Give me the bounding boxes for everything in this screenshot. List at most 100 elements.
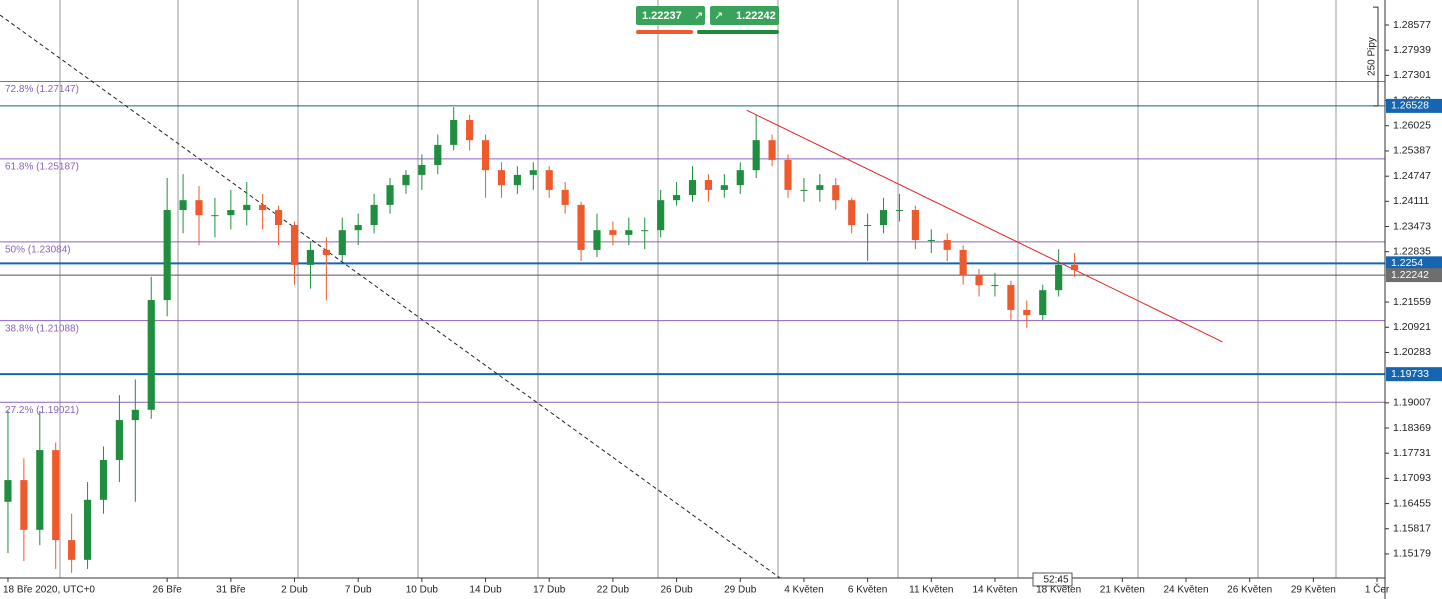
buy-price: 1.22242 xyxy=(736,10,776,22)
candle-body xyxy=(911,210,919,241)
trade-panel[interactable]: 1.22237 ↗ ↗ 1.22242 xyxy=(636,6,779,34)
x-tick-label: 7 Dub xyxy=(345,585,372,596)
x-tick-label: 18 Bře 2020, UTC+0 xyxy=(3,585,95,596)
price-label: 1.22242 xyxy=(1391,269,1429,281)
plot: 72.8% (1.27147) 61.8% (1.25187) 50% (1.230… xyxy=(0,14,1385,579)
candle-body xyxy=(672,195,681,201)
x-tick-label: 24 Květen xyxy=(1163,585,1208,596)
x-tick-label: 29 Květen xyxy=(1291,585,1336,596)
x-tick-label: 26 Bře xyxy=(152,585,182,596)
candle-body xyxy=(1055,264,1063,291)
price-label-box xyxy=(1386,256,1442,271)
candle-body xyxy=(720,185,728,190)
y-tick-label: 1.17731 xyxy=(1393,447,1431,459)
candle-body xyxy=(1007,285,1015,310)
y-tick-label: 1.20283 xyxy=(1393,346,1431,358)
candle-body xyxy=(36,450,44,530)
y-tick-label: 1.26025 xyxy=(1393,120,1431,132)
candle-body xyxy=(99,459,108,500)
y-tick-label: 1.24111 xyxy=(1393,195,1430,207)
x-tick-label: 29 Dub xyxy=(724,585,757,596)
candle-body xyxy=(864,225,872,227)
candle-body xyxy=(545,170,553,190)
candle-body xyxy=(434,144,442,166)
candle-body xyxy=(290,225,299,265)
candle-body xyxy=(243,204,251,211)
x-tick-label: 2 Dub xyxy=(281,585,308,596)
price-label: 1.19733 xyxy=(1391,368,1429,380)
candle-body xyxy=(704,180,713,190)
candle-body xyxy=(1070,264,1079,271)
x-tick-label: 31 Bře xyxy=(216,585,246,596)
candle-body xyxy=(195,200,203,216)
candle-body xyxy=(561,189,569,205)
y-tick-label: 1.18369 xyxy=(1393,422,1431,434)
candle-body xyxy=(52,450,60,541)
candle-body xyxy=(179,200,187,211)
x-tick-label: 21 Květen xyxy=(1100,585,1145,596)
candle-body xyxy=(259,204,267,211)
vertical-grid xyxy=(59,0,1337,578)
candle-body xyxy=(943,240,951,250)
candle-body xyxy=(211,215,219,217)
candle-body xyxy=(306,249,315,265)
x-tick-label: 6 Květen xyxy=(848,585,887,596)
candle-body xyxy=(609,230,617,235)
candle-body xyxy=(991,285,999,287)
y-tick-label: 1.17093 xyxy=(1393,472,1431,484)
y-tick-label: 1.24747 xyxy=(1393,170,1431,182)
candle-body xyxy=(513,174,521,186)
candle-body xyxy=(784,159,792,190)
buy-arrow: ↗ xyxy=(714,10,723,22)
candle-body xyxy=(1023,309,1031,316)
candle-body xyxy=(418,165,426,175)
range-bracket xyxy=(1373,6,1379,107)
candle-body xyxy=(227,210,235,216)
candle-body xyxy=(370,204,378,226)
candle-body xyxy=(959,249,967,276)
y-tick-label: 1.23473 xyxy=(1393,220,1431,232)
range-label: 250 Pipy xyxy=(1367,37,1378,76)
candle-body xyxy=(20,480,28,530)
price-label: 1.26528 xyxy=(1391,100,1429,112)
candle-body xyxy=(131,409,139,421)
candle-body xyxy=(83,499,92,560)
candle-body xyxy=(115,420,123,460)
candle-body xyxy=(800,189,808,191)
y-tick-label: 1.15817 xyxy=(1393,523,1431,535)
candle-body xyxy=(481,140,490,171)
price-label-box xyxy=(1386,268,1442,283)
fib-label: 38.8% (1.21088) xyxy=(5,323,79,334)
candle-body xyxy=(768,140,776,160)
y-tick-label: 1.16455 xyxy=(1393,497,1431,509)
candle-body xyxy=(688,180,697,196)
price-label-box xyxy=(1386,367,1442,382)
sell-button[interactable] xyxy=(636,6,705,25)
x-tick-label: 14 Květen xyxy=(972,585,1017,596)
y-tick-label: 1.25387 xyxy=(1393,145,1431,157)
y-tick-label: 1.27301 xyxy=(1393,69,1431,81)
candle-body xyxy=(386,185,394,205)
candle-body xyxy=(1039,290,1047,316)
candle-body xyxy=(816,185,824,190)
y-tick-label: 1.28577 xyxy=(1393,19,1431,31)
candle-body xyxy=(879,210,888,226)
x-tick-label: 14 Dub xyxy=(469,585,502,596)
sell-price: 1.22237 xyxy=(642,10,682,22)
candle-body xyxy=(402,174,410,186)
y-tick-label: 1.22835 xyxy=(1393,245,1431,257)
fib-label: 50% (1.23084) xyxy=(5,245,71,256)
candle-body xyxy=(657,200,665,231)
x-tick-label: 18 Květen xyxy=(1036,585,1081,596)
y-tick-label: 1.27939 xyxy=(1393,44,1431,56)
candle-body xyxy=(497,170,506,186)
candle-body xyxy=(163,210,171,301)
y-tick-label: 1.19007 xyxy=(1393,397,1431,409)
candle-body xyxy=(450,120,458,145)
fib-label: 61.8% (1.25187) xyxy=(5,161,79,172)
x-tick-label: 26 Dub xyxy=(660,585,693,596)
y-tick-label: 1.15179 xyxy=(1393,548,1431,560)
trendline xyxy=(0,14,781,579)
candle-body xyxy=(68,540,76,560)
buy-button[interactable] xyxy=(710,6,779,25)
